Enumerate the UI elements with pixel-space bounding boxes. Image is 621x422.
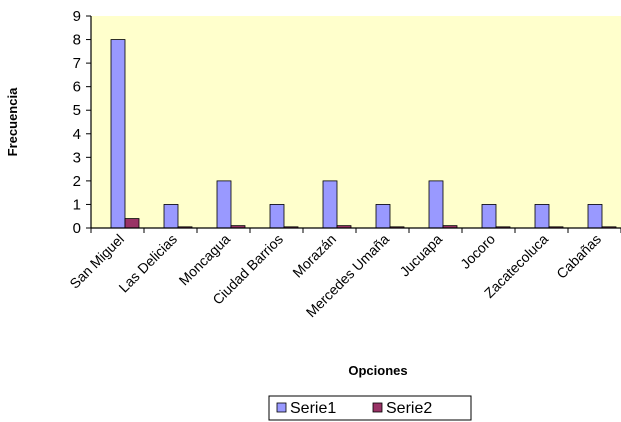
category-label: Jucuapa xyxy=(396,231,445,280)
legend-label-1: Serie1 xyxy=(290,400,336,417)
bar-1-3 xyxy=(216,180,232,229)
category-label: Cabañas xyxy=(553,231,604,282)
y-tick-label: 0 xyxy=(73,220,81,237)
y-axis-title: Frecuencia xyxy=(5,87,20,156)
bar-1-1 xyxy=(110,39,126,229)
y-tick-label: 3 xyxy=(73,149,81,166)
bar-1-2 xyxy=(163,204,179,229)
y-tick-label: 5 xyxy=(73,102,81,119)
y-tick-label: 4 xyxy=(73,126,81,143)
bar-1-8 xyxy=(481,204,497,229)
legend-box xyxy=(268,395,472,421)
bar-1-6 xyxy=(375,204,391,229)
bar-2-1 xyxy=(124,218,140,229)
plot-area xyxy=(91,16,621,228)
x-axis-title: Opciones xyxy=(348,363,407,378)
bars-group xyxy=(110,39,617,229)
legend: Serie1 Serie2 xyxy=(268,395,472,421)
category-label: Jocoro xyxy=(457,231,498,272)
y-tick-label: 1 xyxy=(73,196,81,213)
category-label: Morazán xyxy=(289,231,339,281)
bar-1-4 xyxy=(269,204,285,229)
y-tick-label: 2 xyxy=(73,173,81,190)
y-tick-label: 8 xyxy=(73,32,81,49)
bar-1-9 xyxy=(534,204,550,229)
bar-1-5 xyxy=(322,180,338,229)
y-tick-label: 6 xyxy=(73,79,81,96)
legend-swatch-1 xyxy=(276,402,287,413)
bar-1-7 xyxy=(428,180,444,229)
y-axis-ticks: 0 1 2 3 4 5 6 7 8 9 xyxy=(73,8,91,237)
y-tick-label: 9 xyxy=(73,8,81,25)
bar-1-10 xyxy=(587,204,603,229)
legend-swatch-2 xyxy=(372,402,383,413)
y-tick-label: 7 xyxy=(73,55,81,72)
legend-label-2: Serie2 xyxy=(386,400,432,417)
